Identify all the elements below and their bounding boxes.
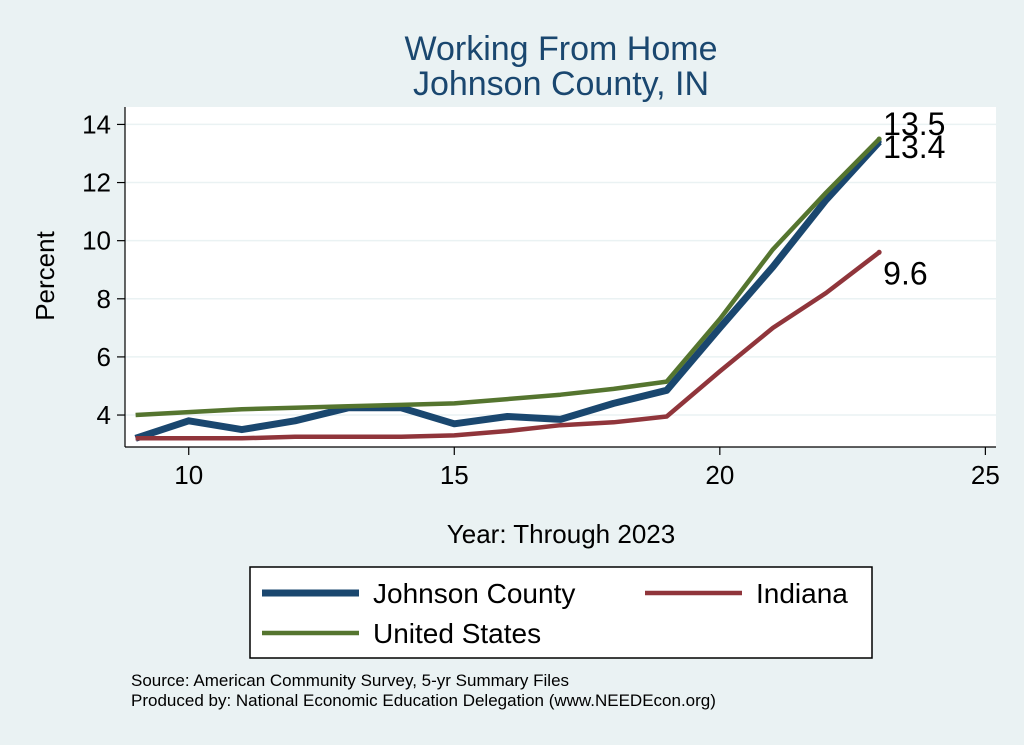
y-tick-label: 12 <box>82 168 111 198</box>
x-tick-label: 10 <box>174 460 203 490</box>
y-tick-label: 4 <box>97 400 111 430</box>
end-label: 13.5 <box>883 106 945 142</box>
end-label: 9.6 <box>883 255 927 291</box>
x-tick-label: 25 <box>971 460 1000 490</box>
y-tick-label: 6 <box>97 342 111 372</box>
source-notes: Source: American Community Survey, 5-yr … <box>131 671 716 711</box>
axes: 4 6 8 10 12 14 10 15 20 25 <box>82 107 1000 490</box>
series-line-indiana <box>135 250 881 441</box>
series-line-united-states <box>135 137 881 418</box>
legend-label: Indiana <box>756 578 848 609</box>
legend-label: Johnson County <box>373 578 575 609</box>
legend-items: Johnson County Indiana United States <box>262 578 848 649</box>
end-label: 13.4 <box>883 129 945 165</box>
series-line-johnson-county <box>134 139 882 442</box>
series-end-point <box>876 136 882 142</box>
y-tick-label: 10 <box>82 226 111 256</box>
chart-subtitle: Johnson County, IN <box>413 65 709 103</box>
y-tick-label: 8 <box>97 284 111 314</box>
grid-lines <box>125 123 996 416</box>
legend-label: United States <box>373 618 541 649</box>
x-tick-label: 20 <box>705 460 734 490</box>
source-line: Source: American Community Survey, 5-yr … <box>131 671 570 690</box>
series-end-point <box>876 249 882 255</box>
chart-title: Working From Home <box>405 30 718 68</box>
series-lines <box>134 136 882 442</box>
x-axis-label: Year: Through 2023 <box>447 519 675 549</box>
plot-area <box>125 107 996 447</box>
legend-box <box>249 566 873 659</box>
end-labels: 13.4 9.6 13.5 <box>883 106 945 291</box>
y-tick-label: 14 <box>82 109 111 139</box>
legend: Johnson County Indiana United States <box>249 566 873 659</box>
y-axis-label: Percent <box>30 230 60 320</box>
produced-by-line: Produced by: National Economic Education… <box>131 691 716 710</box>
x-tick-label: 15 <box>440 460 469 490</box>
